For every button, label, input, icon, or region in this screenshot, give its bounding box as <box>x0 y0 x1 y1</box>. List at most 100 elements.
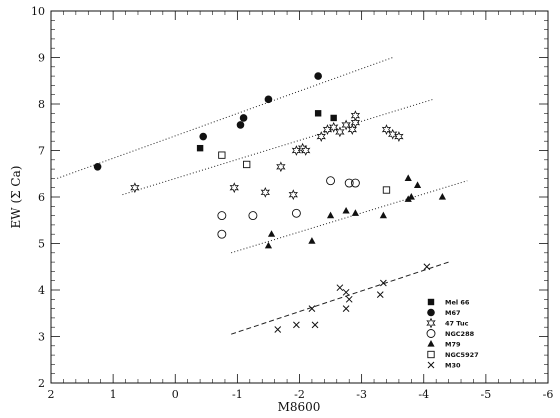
point-ngc288 <box>217 211 227 221</box>
point-m30 <box>308 305 316 312</box>
point-m79 <box>404 174 412 181</box>
point-m79 <box>308 237 316 244</box>
x-tick-label: 2 <box>48 388 55 401</box>
data-points <box>93 72 446 333</box>
point-47-tuc <box>350 117 361 128</box>
legend-label-m67: M67 <box>445 309 461 317</box>
x-tick-label: -1 <box>232 388 243 401</box>
y-axis-tick-labels: 2 3 4 5 6 7 8 9 10 <box>31 5 45 390</box>
axis-ticks <box>50 10 549 384</box>
point-m30 <box>423 263 431 271</box>
x-tick-label: -2 <box>294 388 305 401</box>
point-47-tuc <box>341 119 351 131</box>
x-tick-label: -6 <box>543 388 554 401</box>
point-47-tuc <box>350 110 361 122</box>
y-tick-label: 9 <box>38 52 45 65</box>
legend-marker-m30 <box>427 361 435 369</box>
dashed-fit-line <box>231 261 449 335</box>
dotted-fit-line <box>122 98 434 196</box>
point-m30 <box>345 295 353 303</box>
y-tick-label: 3 <box>38 331 45 344</box>
x-tick-label: -5 <box>481 388 492 401</box>
point-ngc288 <box>326 176 336 186</box>
point-m79 <box>267 230 276 237</box>
point-m67 <box>236 121 245 129</box>
legend-marker-ngc288 <box>426 329 436 338</box>
legend-marker-mel-66 <box>427 298 435 306</box>
legend-label-47-tuc: 47 Tuc <box>445 320 469 328</box>
y-tick-label: 6 <box>38 191 45 204</box>
y-tick-label: 7 <box>38 145 45 158</box>
legend-marker-47-tuc <box>426 317 436 329</box>
y-tick-label: 4 <box>38 284 45 297</box>
point-47-tuc <box>388 128 398 140</box>
point-ngc288 <box>217 229 227 239</box>
x-tick-label: 0 <box>172 388 179 401</box>
point-47-tuc <box>335 126 345 138</box>
point-m79 <box>264 241 273 249</box>
dotted-fit-line <box>57 57 393 179</box>
point-m30 <box>342 288 350 296</box>
y-axis-label: EW (Σ Ca) <box>9 166 23 229</box>
point-m67 <box>239 114 248 122</box>
point-m67 <box>199 132 208 141</box>
point-47-tuc <box>347 124 357 135</box>
point-47-tuc <box>316 131 326 142</box>
point-ngc288 <box>291 208 301 218</box>
x-tick-label: 1 <box>110 388 117 401</box>
point-m67 <box>264 95 273 104</box>
point-m30 <box>311 321 319 329</box>
point-m67 <box>93 162 102 171</box>
point-47-tuc <box>276 161 286 173</box>
x-axis-label: M8600 <box>278 400 321 414</box>
point-47-tuc <box>288 189 298 201</box>
plot-frame <box>50 10 549 384</box>
legend-marker-m67 <box>427 308 435 317</box>
point-m79 <box>404 195 412 202</box>
point-mel-66 <box>314 110 322 117</box>
point-ngc288 <box>248 211 258 221</box>
legend-label-ngc288: NGC288 <box>445 330 475 338</box>
point-m79 <box>438 193 446 200</box>
point-m79 <box>342 206 350 214</box>
point-m30 <box>380 279 387 287</box>
point-m79 <box>407 193 415 200</box>
point-m30 <box>293 321 300 329</box>
point-m30 <box>336 284 344 292</box>
point-mel-66 <box>330 114 337 122</box>
point-47-tuc <box>229 182 239 194</box>
point-ngc5927 <box>243 160 251 169</box>
point-m30 <box>376 291 384 299</box>
dotted-fit-line <box>231 180 468 254</box>
point-m79 <box>351 209 360 216</box>
point-m30 <box>274 326 282 333</box>
x-tick-label: -4 <box>418 388 429 401</box>
legend-label-m79: M79 <box>445 341 461 349</box>
point-47-tuc <box>301 145 311 156</box>
point-ngc5927 <box>218 151 226 159</box>
y-tick-label: 10 <box>31 5 45 18</box>
y-tick-label: 2 <box>38 377 45 390</box>
point-mel-66 <box>196 144 204 152</box>
legend-label-mel-66: Mel 66 <box>445 299 470 307</box>
y-tick-label: 8 <box>38 98 45 111</box>
legend-label-ngc5927: NGC5927 <box>445 351 479 359</box>
point-m79 <box>379 211 387 219</box>
point-m79 <box>413 181 422 188</box>
point-m67 <box>314 72 322 80</box>
point-47-tuc <box>329 121 339 133</box>
y-tick-label: 5 <box>38 238 45 251</box>
x-tick-label: -3 <box>356 388 367 401</box>
point-47-tuc <box>381 124 392 135</box>
legend-marker-ngc5927 <box>427 350 435 359</box>
point-47-tuc <box>394 131 404 142</box>
point-47-tuc <box>130 182 140 194</box>
fit-lines <box>57 57 468 335</box>
x-axis-tick-labels: 2 1 0 -1 -2 -3 -4 -5 -6 <box>48 388 554 401</box>
point-47-tuc <box>260 186 270 198</box>
point-ngc288 <box>350 178 360 188</box>
point-ngc288 <box>344 178 354 188</box>
point-m30 <box>342 305 350 312</box>
point-m79 <box>326 211 335 219</box>
